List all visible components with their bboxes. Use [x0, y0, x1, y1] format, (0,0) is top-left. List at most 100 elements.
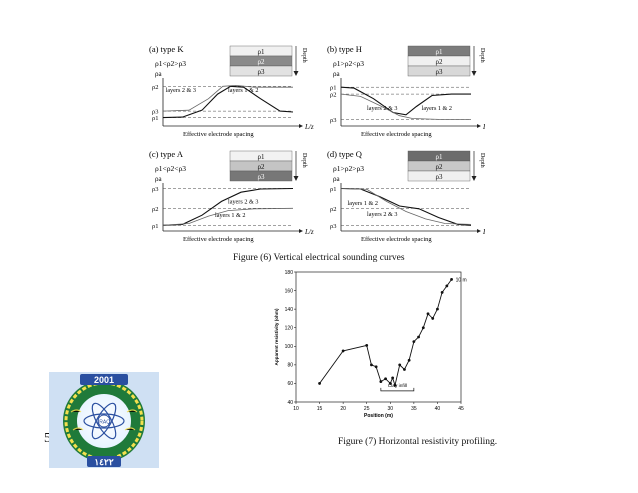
curve-label: layers 1 & 2 [228, 87, 258, 94]
layer-label-3: ρ3 [258, 68, 265, 76]
depth-arrow-icon [293, 176, 299, 181]
y-tick-label: 40 [287, 400, 293, 406]
data-point [431, 317, 435, 320]
curve-label: layers 2 & 3 [367, 211, 397, 218]
data-point [393, 383, 397, 387]
x-tick-label: 35 [411, 406, 417, 412]
layer-label-2: ρ2 [436, 58, 443, 66]
x-axis-label: Effective electrode spacing [361, 236, 432, 243]
rho-level-label: ρ3 [152, 186, 159, 193]
layer-label-2: ρ2 [436, 163, 443, 171]
curve-label: layers 1 & 2 [422, 105, 452, 112]
y-axis-symbol: ρa [155, 175, 162, 183]
rho-level-label: ρ1 [330, 186, 337, 193]
rho-level-label: ρ1 [152, 223, 159, 230]
layer-box-3 [229, 65, 293, 77]
data-point [384, 377, 387, 381]
figure6-ves-curves: (a) type Kρ1<ρ2>ρ3ρ1ρ2ρ3DepthρaL/zEffect… [149, 44, 485, 243]
atom-icon [83, 402, 125, 440]
x-axis-label: Effective electrode spacing [183, 236, 254, 243]
x-arrow-icon [477, 229, 481, 233]
data-point [436, 307, 439, 311]
x-tick-label: 40 [435, 406, 441, 412]
y-axis-symbol: ρa [333, 175, 340, 183]
curve-label: layers 1 & 2 [348, 200, 378, 207]
x-axis-title: Position (m) [364, 413, 393, 419]
rho-level-label: ρ3 [152, 109, 159, 116]
figure6-caption: Figure (6) Vertical electrical sounding … [233, 253, 405, 263]
ves-curve [162, 207, 294, 226]
x-axis-symbol: L/z [482, 123, 485, 131]
y-tick-label: 100 [285, 344, 294, 350]
university-logo: IRAQ 2001 ١٤٢٢ [49, 372, 159, 468]
data-point [421, 326, 425, 330]
ves-curve [340, 187, 472, 226]
data-point [388, 382, 392, 385]
x-axis-symbol: L/z [304, 228, 314, 236]
y-tick-label: 120 [285, 326, 294, 332]
data-point [398, 363, 402, 367]
ves-panel-type-h: (b) type Hρ1>ρ2<ρ3ρ1ρ2ρ3DepthρaL/zEffect… [327, 44, 485, 138]
layer-label-1: ρ1 [258, 48, 265, 56]
layer-label-3: ρ3 [258, 173, 265, 181]
panel-relation: ρ1>ρ2>ρ3 [333, 164, 364, 173]
y-axis-title: Apparent resistivity (ohm) [274, 308, 279, 365]
rho-level-label: ρ1 [152, 115, 159, 122]
data-point [379, 380, 383, 383]
clay-infill-bracket [380, 387, 415, 392]
layer-label-3: ρ3 [436, 173, 443, 181]
panel-relation: ρ1<ρ2>ρ3 [155, 59, 186, 68]
layer-label-1: ρ1 [436, 153, 443, 161]
rho-level-label: ρ2 [330, 92, 337, 99]
curve-label: layers 2 & 3 [367, 105, 397, 112]
data-point [445, 284, 449, 288]
depth-label: Depth [301, 48, 307, 63]
y-tick-label: 180 [285, 270, 294, 276]
data-point [391, 376, 395, 380]
depth-label: Depth [479, 153, 485, 168]
logo-year-bottom: ١٤٢٢ [94, 457, 114, 467]
curve-label: layers 1 & 2 [215, 212, 245, 219]
x-tick-label: 30 [388, 406, 394, 412]
data-point [426, 312, 430, 316]
figure7-caption: Figure (7) Horizontal resistivity profil… [338, 437, 498, 447]
x-axis-symbol: L/z [482, 228, 485, 236]
figure7-chart: 10 15 20 25 30 35 40 45 40 60 80 100 120 140 160 180 Pos… [274, 270, 467, 419]
layer-box-3 [407, 170, 471, 182]
data-point [341, 349, 345, 353]
ves-curve [340, 93, 471, 120]
curve-label: layers 2 & 3 [228, 199, 258, 206]
ves-curve [162, 187, 294, 226]
x-tick-label: 20 [340, 406, 346, 412]
panel-title: (c) type A [149, 149, 184, 159]
logo-year-top: 2001 [94, 375, 114, 385]
x-arrow-icon [299, 124, 303, 128]
y-axis-symbol: ρa [155, 70, 162, 78]
data-point [318, 382, 321, 385]
annotation-10m: 10 m [456, 277, 467, 283]
x-tick-label: 15 [317, 406, 323, 412]
layer-label-2: ρ2 [258, 163, 265, 171]
depth-arrow-icon [471, 176, 477, 181]
logo-center-text: IRAQ [98, 420, 110, 426]
panel-relation: ρ1>ρ2<ρ3 [333, 59, 364, 68]
data-point [365, 343, 369, 347]
annotation-clay-infill: Clay infill [388, 383, 407, 389]
x-arrow-icon [477, 124, 481, 128]
data-point [403, 368, 406, 371]
data-point [417, 335, 420, 339]
y-tick-label: 80 [287, 363, 293, 369]
rho-level-label: ρ2 [152, 84, 159, 91]
depth-arrow-icon [471, 71, 477, 76]
depth-label: Depth [479, 48, 485, 63]
ves-panel-type-k: (a) type K ρ1<ρ2>ρ3 ρ1 ρ2 ρ3 Depth ρa L/z Effect… [149, 44, 314, 138]
depth-label: Depth [301, 153, 307, 168]
resistivity-line [319, 279, 452, 387]
layer-box-3 [229, 170, 293, 182]
layer-label-2: ρ2 [258, 58, 265, 66]
y-tick-label: 160 [285, 288, 294, 294]
layer-box-3 [407, 65, 471, 77]
panel-title: (d) type Q [327, 149, 362, 159]
rho-level-label: ρ3 [330, 117, 337, 124]
plot-frame [295, 271, 462, 403]
